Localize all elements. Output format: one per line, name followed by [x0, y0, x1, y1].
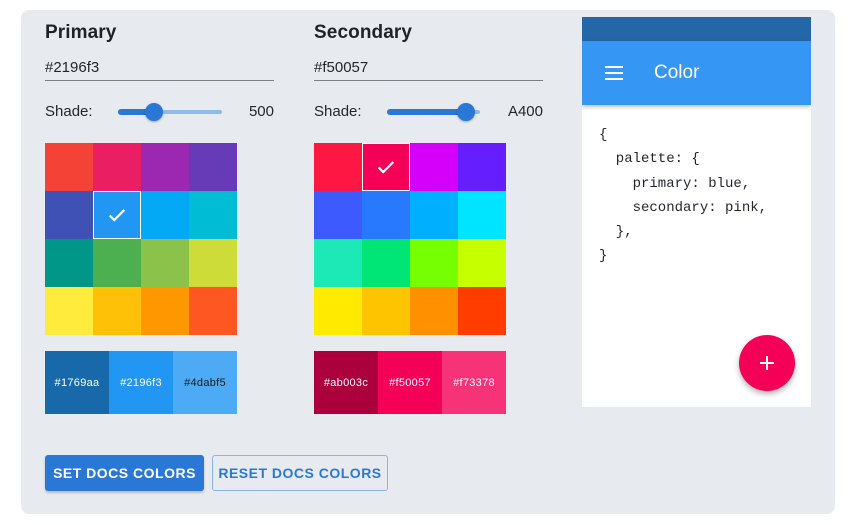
color-tool-panel: Primary Shade: 500 #1769aa#2196f3#4dabf5… [21, 10, 835, 514]
color-cell[interactable] [362, 287, 410, 335]
color-cell[interactable] [362, 239, 410, 287]
color-cell[interactable] [93, 287, 141, 335]
secondary-color-grid [314, 143, 506, 335]
primary-hex-input[interactable] [45, 54, 274, 81]
hamburger-menu-icon[interactable] [605, 66, 623, 80]
secondary-shade-swatches: #ab003c #f50057 #f73378 [314, 351, 506, 414]
status-bar [582, 17, 811, 41]
primary-shade-slider[interactable] [118, 103, 222, 121]
secondary-shade-value: A400 [507, 103, 543, 120]
color-cell[interactable] [45, 143, 93, 191]
reset-docs-colors-button[interactable]: RESET DOCS COLORS [212, 455, 388, 491]
slider-track-fill [387, 109, 467, 115]
primary-title: Primary [45, 22, 117, 43]
add-fab-button[interactable] [739, 335, 795, 391]
check-icon [377, 161, 395, 174]
color-cell[interactable] [314, 239, 362, 287]
palette-code-block: { palette: { primary: blue, secondary: p… [599, 127, 768, 265]
color-cell[interactable] [93, 191, 141, 239]
app-bar: Color [582, 41, 811, 105]
shade-swatch: #2196f3 [109, 351, 173, 414]
color-cell[interactable] [189, 287, 237, 335]
secondary-shade-slider[interactable] [387, 103, 480, 121]
shade-swatch: #1769aa [45, 351, 109, 414]
shade-swatch: #f73378 [442, 351, 506, 414]
slider-thumb[interactable] [457, 103, 476, 121]
color-cell[interactable] [45, 191, 93, 239]
color-cell[interactable] [45, 239, 93, 287]
check-icon [108, 209, 126, 222]
primary-shade-swatches: #1769aa #2196f3 #4dabf5 [45, 351, 237, 414]
primary-color-grid [45, 143, 237, 335]
color-cell[interactable] [410, 287, 458, 335]
secondary-shade-label: Shade: [314, 103, 362, 120]
color-cell[interactable] [45, 287, 93, 335]
slider-track-fill [118, 109, 155, 115]
shade-swatch: #ab003c [314, 351, 378, 414]
color-cell[interactable] [458, 191, 506, 239]
primary-shade-label: Shade: [45, 103, 93, 120]
color-cell[interactable] [141, 191, 189, 239]
color-cell[interactable] [314, 191, 362, 239]
color-cell[interactable] [458, 287, 506, 335]
theme-preview: Color { palette: { primary: blue, second… [582, 17, 811, 407]
color-cell[interactable] [314, 143, 362, 191]
color-cell[interactable] [93, 143, 141, 191]
color-cell[interactable] [458, 239, 506, 287]
set-docs-colors-button[interactable]: SET DOCS COLORS [45, 455, 204, 491]
color-cell[interactable] [362, 143, 410, 191]
add-icon [760, 356, 774, 370]
color-cell[interactable] [93, 239, 141, 287]
secondary-hex-input[interactable] [314, 54, 543, 81]
secondary-title: Secondary [314, 22, 413, 43]
color-cell[interactable] [189, 239, 237, 287]
slider-thumb[interactable] [145, 103, 164, 121]
slider-track [118, 110, 222, 114]
color-cell[interactable] [458, 143, 506, 191]
color-cell[interactable] [189, 143, 237, 191]
color-cell[interactable] [410, 143, 458, 191]
primary-shade-value: 500 [248, 103, 274, 120]
color-cell[interactable] [410, 239, 458, 287]
color-cell[interactable] [141, 143, 189, 191]
color-cell[interactable] [362, 191, 410, 239]
color-cell[interactable] [189, 191, 237, 239]
color-cell[interactable] [141, 239, 189, 287]
shade-swatch: #4dabf5 [173, 351, 237, 414]
color-cell[interactable] [141, 287, 189, 335]
shade-swatch: #f50057 [378, 351, 442, 414]
app-bar-title: Color [654, 62, 700, 83]
color-cell[interactable] [410, 191, 458, 239]
color-cell[interactable] [314, 287, 362, 335]
